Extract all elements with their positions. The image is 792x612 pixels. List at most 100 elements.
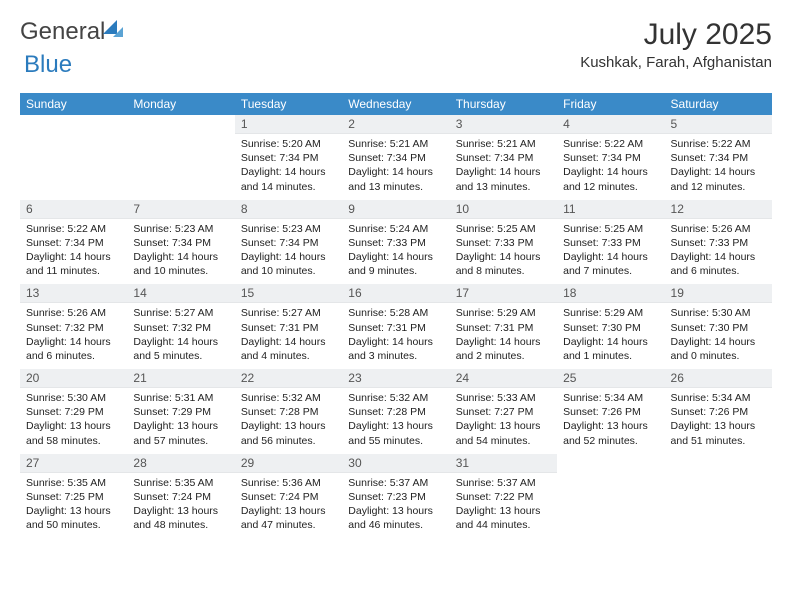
calendar-day-cell bbox=[127, 115, 234, 200]
day-details: Sunrise: 5:29 AMSunset: 7:30 PMDaylight:… bbox=[557, 303, 664, 369]
calendar-day-cell: 10Sunrise: 5:25 AMSunset: 7:33 PMDayligh… bbox=[450, 200, 557, 285]
calendar-day-cell: 24Sunrise: 5:33 AMSunset: 7:27 PMDayligh… bbox=[450, 369, 557, 454]
day-number: 10 bbox=[450, 200, 557, 219]
calendar-day-cell: 4Sunrise: 5:22 AMSunset: 7:34 PMDaylight… bbox=[557, 115, 664, 200]
calendar-day-cell: 20Sunrise: 5:30 AMSunset: 7:29 PMDayligh… bbox=[20, 369, 127, 454]
day-details: Sunrise: 5:36 AMSunset: 7:24 PMDaylight:… bbox=[235, 473, 342, 539]
calendar-day-cell: 26Sunrise: 5:34 AMSunset: 7:26 PMDayligh… bbox=[665, 369, 772, 454]
day-details: Sunrise: 5:34 AMSunset: 7:26 PMDaylight:… bbox=[665, 388, 772, 454]
calendar-day-cell bbox=[20, 115, 127, 200]
day-details: Sunrise: 5:33 AMSunset: 7:27 PMDaylight:… bbox=[450, 388, 557, 454]
calendar-day-cell: 21Sunrise: 5:31 AMSunset: 7:29 PMDayligh… bbox=[127, 369, 234, 454]
day-details: Sunrise: 5:22 AMSunset: 7:34 PMDaylight:… bbox=[20, 219, 127, 285]
day-details: Sunrise: 5:30 AMSunset: 7:30 PMDaylight:… bbox=[665, 303, 772, 369]
day-details: Sunrise: 5:26 AMSunset: 7:33 PMDaylight:… bbox=[665, 219, 772, 285]
calendar-week-row: 6Sunrise: 5:22 AMSunset: 7:34 PMDaylight… bbox=[20, 200, 772, 285]
day-details: Sunrise: 5:28 AMSunset: 7:31 PMDaylight:… bbox=[342, 303, 449, 369]
day-number: 23 bbox=[342, 369, 449, 388]
brand-part2: Blue bbox=[24, 51, 72, 79]
day-number: 17 bbox=[450, 284, 557, 303]
day-number: 4 bbox=[557, 115, 664, 134]
calendar-day-cell: 1Sunrise: 5:20 AMSunset: 7:34 PMDaylight… bbox=[235, 115, 342, 200]
day-number: 21 bbox=[127, 369, 234, 388]
calendar-day-cell: 7Sunrise: 5:23 AMSunset: 7:34 PMDaylight… bbox=[127, 200, 234, 285]
calendar-header-row: SundayMondayTuesdayWednesdayThursdayFrid… bbox=[20, 93, 772, 115]
calendar-week-row: 1Sunrise: 5:20 AMSunset: 7:34 PMDaylight… bbox=[20, 115, 772, 200]
day-number: 8 bbox=[235, 200, 342, 219]
day-number: 29 bbox=[235, 454, 342, 473]
calendar-day-cell: 9Sunrise: 5:24 AMSunset: 7:33 PMDaylight… bbox=[342, 200, 449, 285]
day-number: 2 bbox=[342, 115, 449, 134]
day-details: Sunrise: 5:37 AMSunset: 7:22 PMDaylight:… bbox=[450, 473, 557, 539]
weekday-header: Sunday bbox=[20, 93, 127, 115]
brand-triangle-icon-2 bbox=[113, 27, 123, 37]
day-number: 14 bbox=[127, 284, 234, 303]
day-number: 7 bbox=[127, 200, 234, 219]
day-details: Sunrise: 5:35 AMSunset: 7:25 PMDaylight:… bbox=[20, 473, 127, 539]
page-subtitle: Kushkak, Farah, Afghanistan bbox=[580, 54, 772, 71]
calendar-day-cell: 5Sunrise: 5:22 AMSunset: 7:34 PMDaylight… bbox=[665, 115, 772, 200]
day-details: Sunrise: 5:25 AMSunset: 7:33 PMDaylight:… bbox=[450, 219, 557, 285]
calendar-day-cell: 8Sunrise: 5:23 AMSunset: 7:34 PMDaylight… bbox=[235, 200, 342, 285]
weekday-header: Saturday bbox=[665, 93, 772, 115]
weekday-header: Tuesday bbox=[235, 93, 342, 115]
day-details: Sunrise: 5:25 AMSunset: 7:33 PMDaylight:… bbox=[557, 219, 664, 285]
day-number: 3 bbox=[450, 115, 557, 134]
calendar-day-cell: 29Sunrise: 5:36 AMSunset: 7:24 PMDayligh… bbox=[235, 454, 342, 539]
calendar-day-cell: 31Sunrise: 5:37 AMSunset: 7:22 PMDayligh… bbox=[450, 454, 557, 539]
day-details: Sunrise: 5:22 AMSunset: 7:34 PMDaylight:… bbox=[557, 134, 664, 200]
calendar-day-cell: 6Sunrise: 5:22 AMSunset: 7:34 PMDaylight… bbox=[20, 200, 127, 285]
weekday-header: Wednesday bbox=[342, 93, 449, 115]
day-number: 25 bbox=[557, 369, 664, 388]
calendar-day-cell: 14Sunrise: 5:27 AMSunset: 7:32 PMDayligh… bbox=[127, 284, 234, 369]
calendar-day-cell: 15Sunrise: 5:27 AMSunset: 7:31 PMDayligh… bbox=[235, 284, 342, 369]
day-details: Sunrise: 5:20 AMSunset: 7:34 PMDaylight:… bbox=[235, 134, 342, 200]
day-number: 31 bbox=[450, 454, 557, 473]
calendar-day-cell bbox=[665, 454, 772, 539]
day-number: 1 bbox=[235, 115, 342, 134]
day-details: Sunrise: 5:34 AMSunset: 7:26 PMDaylight:… bbox=[557, 388, 664, 454]
calendar-week-row: 13Sunrise: 5:26 AMSunset: 7:32 PMDayligh… bbox=[20, 284, 772, 369]
day-details: Sunrise: 5:23 AMSunset: 7:34 PMDaylight:… bbox=[127, 219, 234, 285]
day-details: Sunrise: 5:23 AMSunset: 7:34 PMDaylight:… bbox=[235, 219, 342, 285]
day-number: 26 bbox=[665, 369, 772, 388]
day-number: 22 bbox=[235, 369, 342, 388]
day-number: 18 bbox=[557, 284, 664, 303]
day-number: 27 bbox=[20, 454, 127, 473]
day-details: Sunrise: 5:21 AMSunset: 7:34 PMDaylight:… bbox=[450, 134, 557, 200]
day-details: Sunrise: 5:31 AMSunset: 7:29 PMDaylight:… bbox=[127, 388, 234, 454]
day-number: 9 bbox=[342, 200, 449, 219]
day-number: 16 bbox=[342, 284, 449, 303]
calendar-day-cell: 12Sunrise: 5:26 AMSunset: 7:33 PMDayligh… bbox=[665, 200, 772, 285]
weekday-header: Friday bbox=[557, 93, 664, 115]
day-number: 13 bbox=[20, 284, 127, 303]
day-details: Sunrise: 5:37 AMSunset: 7:23 PMDaylight:… bbox=[342, 473, 449, 539]
title-block: July 2025 Kushkak, Farah, Afghanistan bbox=[580, 18, 772, 71]
calendar-day-cell: 16Sunrise: 5:28 AMSunset: 7:31 PMDayligh… bbox=[342, 284, 449, 369]
calendar-week-row: 20Sunrise: 5:30 AMSunset: 7:29 PMDayligh… bbox=[20, 369, 772, 454]
calendar-day-cell: 25Sunrise: 5:34 AMSunset: 7:26 PMDayligh… bbox=[557, 369, 664, 454]
day-details: Sunrise: 5:24 AMSunset: 7:33 PMDaylight:… bbox=[342, 219, 449, 285]
day-details: Sunrise: 5:26 AMSunset: 7:32 PMDaylight:… bbox=[20, 303, 127, 369]
day-details: Sunrise: 5:35 AMSunset: 7:24 PMDaylight:… bbox=[127, 473, 234, 539]
weekday-header: Thursday bbox=[450, 93, 557, 115]
page-title: July 2025 bbox=[580, 18, 772, 52]
calendar-day-cell: 27Sunrise: 5:35 AMSunset: 7:25 PMDayligh… bbox=[20, 454, 127, 539]
calendar-week-row: 27Sunrise: 5:35 AMSunset: 7:25 PMDayligh… bbox=[20, 454, 772, 539]
day-number: 5 bbox=[665, 115, 772, 134]
day-details: Sunrise: 5:27 AMSunset: 7:31 PMDaylight:… bbox=[235, 303, 342, 369]
day-number: 30 bbox=[342, 454, 449, 473]
calendar-day-cell: 18Sunrise: 5:29 AMSunset: 7:30 PMDayligh… bbox=[557, 284, 664, 369]
day-details: Sunrise: 5:22 AMSunset: 7:34 PMDaylight:… bbox=[665, 134, 772, 200]
calendar-day-cell: 19Sunrise: 5:30 AMSunset: 7:30 PMDayligh… bbox=[665, 284, 772, 369]
day-details: Sunrise: 5:32 AMSunset: 7:28 PMDaylight:… bbox=[235, 388, 342, 454]
day-details: Sunrise: 5:29 AMSunset: 7:31 PMDaylight:… bbox=[450, 303, 557, 369]
calendar-day-cell: 13Sunrise: 5:26 AMSunset: 7:32 PMDayligh… bbox=[20, 284, 127, 369]
calendar-day-cell: 2Sunrise: 5:21 AMSunset: 7:34 PMDaylight… bbox=[342, 115, 449, 200]
calendar-table: SundayMondayTuesdayWednesdayThursdayFrid… bbox=[20, 93, 772, 538]
day-number: 11 bbox=[557, 200, 664, 219]
calendar-day-cell: 11Sunrise: 5:25 AMSunset: 7:33 PMDayligh… bbox=[557, 200, 664, 285]
day-number: 6 bbox=[20, 200, 127, 219]
calendar-day-cell: 30Sunrise: 5:37 AMSunset: 7:23 PMDayligh… bbox=[342, 454, 449, 539]
calendar-day-cell: 22Sunrise: 5:32 AMSunset: 7:28 PMDayligh… bbox=[235, 369, 342, 454]
